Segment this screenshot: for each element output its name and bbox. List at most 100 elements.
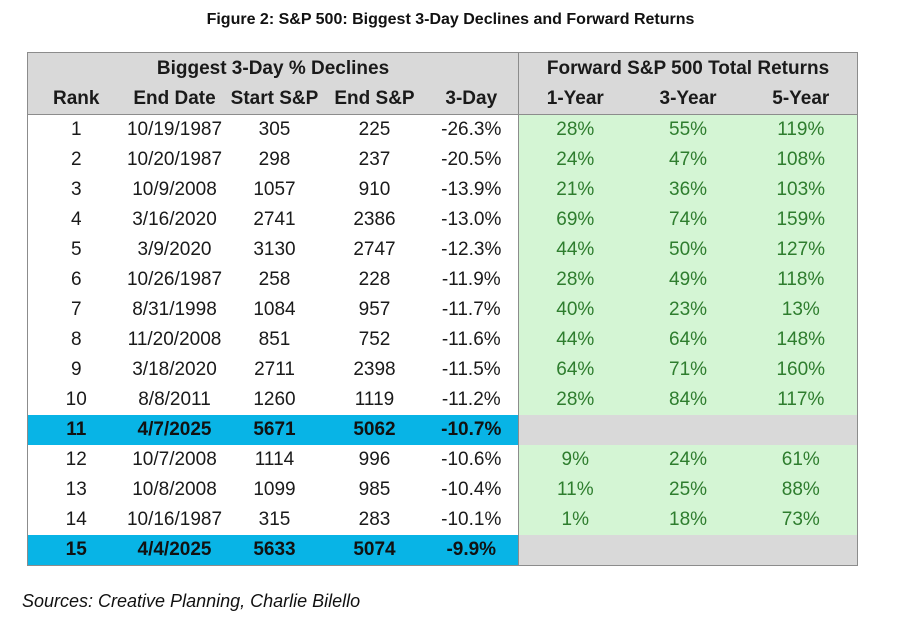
cell-end-date: 10/19/1987 bbox=[126, 119, 223, 140]
cell-5-year: 73% bbox=[744, 505, 859, 535]
cell-start-sp: 298 bbox=[258, 149, 291, 170]
cell-end-date: 10/9/2008 bbox=[132, 179, 217, 200]
cell-end-sp: 228 bbox=[358, 269, 391, 290]
cell-3-day: -20.5% bbox=[424, 145, 520, 175]
cell-1-year: 28% bbox=[518, 385, 632, 415]
cell-3-year bbox=[631, 535, 745, 566]
figure-title: Figure 2: S&P 500: Biggest 3-Day Decline… bbox=[206, 11, 695, 28]
cell-5-year: 61% bbox=[744, 445, 859, 475]
table-row: 7 8/31/1998 1084 957 -11.7% 40% 23% 13% bbox=[27, 295, 859, 325]
cell-1-year: 9% bbox=[518, 445, 632, 475]
table-row: 14 10/16/1987 315 283 -10.1% 1% 18% 73% bbox=[27, 505, 859, 535]
table-row: 13 10/8/2008 1099 985 -10.4% 11% 25% 88% bbox=[27, 475, 859, 505]
col-header-3-day: 3-Day bbox=[424, 84, 520, 115]
cell-start-sp: 1114 bbox=[254, 449, 295, 470]
cell-end-date: 10/20/1987 bbox=[126, 149, 223, 170]
group-header-row: Biggest 3-Day % Declines Forward S&P 500… bbox=[26, 52, 859, 84]
cell-5-year: 103% bbox=[744, 175, 859, 205]
cell-end-date: 3/18/2020 bbox=[132, 359, 217, 380]
cell-1-year: 28% bbox=[518, 114, 632, 145]
col-header-end-date: End Date bbox=[124, 84, 225, 115]
cell-rank: 9 bbox=[27, 355, 125, 385]
table-row: 3 10/9/2008 1057 910 -13.9% 21% 36% 103% bbox=[27, 175, 859, 205]
cell-3-year: 49% bbox=[631, 265, 745, 295]
cell-5-year: 108% bbox=[744, 145, 859, 175]
cell-start-sp: 2711 bbox=[254, 359, 295, 380]
cell-3-year: 18% bbox=[631, 505, 745, 535]
table-row: 2 10/20/1987 298 237 -20.5% 24% 47% 108% bbox=[27, 145, 859, 175]
cell-1-year: 1% bbox=[518, 505, 632, 535]
cell-start-sp: 258 bbox=[258, 269, 291, 290]
cell-end-sp: 1119 bbox=[354, 389, 395, 410]
cell-rank: 11 bbox=[27, 415, 125, 445]
cell-1-year: 24% bbox=[518, 145, 632, 175]
cell-3-year: 24% bbox=[631, 445, 745, 475]
cell-1-year: 40% bbox=[518, 295, 632, 325]
cell-3-year: 84% bbox=[631, 385, 745, 415]
declines-table: Biggest 3-Day % Declines Forward S&P 500… bbox=[26, 52, 859, 566]
cell-end-sp: 225 bbox=[358, 119, 391, 140]
cell-end-sp: 957 bbox=[358, 299, 391, 320]
cell-3-year: 71% bbox=[631, 355, 745, 385]
sources-note: Sources: Creative Planning, Charlie Bile… bbox=[22, 591, 361, 611]
col-header-end-sp: End S&P bbox=[324, 84, 425, 115]
cell-3-day: -10.7% bbox=[424, 415, 520, 445]
cell-5-year: 127% bbox=[744, 235, 859, 265]
col-header-start-sp: Start S&P bbox=[224, 84, 325, 115]
declines-group-header: Biggest 3-Day % Declines bbox=[26, 52, 520, 84]
cell-3-year: 25% bbox=[631, 475, 745, 505]
cell-end-sp: 985 bbox=[358, 479, 391, 500]
cell-3-day: -26.3% bbox=[424, 114, 520, 145]
table-row-highlighted: 15 4/4/2025 5633 5074 -9.9% bbox=[27, 535, 859, 566]
col-header-3-year: 3-Year bbox=[631, 84, 745, 115]
cell-end-sp: 5062 bbox=[324, 415, 425, 445]
cell-end-sp: 2386 bbox=[353, 209, 396, 230]
cell-end-sp: 996 bbox=[358, 449, 391, 470]
cell-end-sp: 5074 bbox=[324, 535, 425, 566]
cell-start-sp: 315 bbox=[258, 509, 291, 530]
cell-start-sp: 305 bbox=[258, 119, 291, 140]
col-header-rank: Rank bbox=[27, 84, 125, 115]
cell-start-sp: 1057 bbox=[253, 179, 296, 200]
cell-3-day: -11.9% bbox=[424, 265, 520, 295]
cell-1-year: 44% bbox=[518, 325, 632, 355]
cell-rank: 12 bbox=[27, 445, 125, 475]
cell-end-sp: 910 bbox=[358, 179, 391, 200]
cell-5-year: 13% bbox=[744, 295, 859, 325]
table-row: 10 8/8/2011 1260 1119 -11.2% 28% 84% 117% bbox=[27, 385, 859, 415]
cell-1-year: 44% bbox=[518, 235, 632, 265]
cell-5-year: 117% bbox=[744, 385, 859, 415]
cell-1-year: 69% bbox=[518, 205, 632, 235]
cell-end-date: 8/8/2011 bbox=[138, 389, 211, 410]
cell-3-year bbox=[631, 415, 745, 445]
cell-5-year bbox=[744, 415, 859, 445]
cell-3-year: 50% bbox=[631, 235, 745, 265]
cell-rank: 1 bbox=[27, 114, 125, 145]
cell-start-sp: 2741 bbox=[253, 209, 296, 230]
cell-5-year bbox=[744, 535, 859, 566]
column-header-row: Rank End Date Start S&P End S&P 3-Day 1-… bbox=[27, 84, 859, 115]
cell-end-date: 4/4/2025 bbox=[124, 535, 225, 566]
cell-end-date: 10/7/2008 bbox=[132, 449, 217, 470]
cell-end-sp: 237 bbox=[358, 149, 391, 170]
cell-3-year: 23% bbox=[631, 295, 745, 325]
cell-3-year: 64% bbox=[631, 325, 745, 355]
cell-start-sp: 851 bbox=[258, 329, 291, 350]
table-row: 8 11/20/2008 851 752 -11.6% 44% 64% 148% bbox=[27, 325, 859, 355]
table-row: 1 10/19/1987 305 225 -26.3% 28% 55% 119% bbox=[27, 114, 859, 145]
cell-3-year: 74% bbox=[631, 205, 745, 235]
cell-3-day: -11.7% bbox=[424, 295, 520, 325]
cell-3-day: -10.4% bbox=[424, 475, 520, 505]
cell-end-date: 10/16/1987 bbox=[126, 509, 223, 530]
cell-rank: 7 bbox=[27, 295, 125, 325]
cell-3-year: 55% bbox=[631, 114, 745, 145]
cell-rank: 13 bbox=[27, 475, 125, 505]
cell-rank: 4 bbox=[27, 205, 125, 235]
table-row-highlighted: 11 4/7/2025 5671 5062 -10.7% bbox=[27, 415, 859, 445]
cell-5-year: 159% bbox=[744, 205, 859, 235]
cell-end-date: 10/26/1987 bbox=[126, 269, 223, 290]
cell-rank: 6 bbox=[27, 265, 125, 295]
table-row: 6 10/26/1987 258 228 -11.9% 28% 49% 118% bbox=[27, 265, 859, 295]
cell-3-day: -10.6% bbox=[424, 445, 520, 475]
cell-start-sp: 5671 bbox=[224, 415, 325, 445]
